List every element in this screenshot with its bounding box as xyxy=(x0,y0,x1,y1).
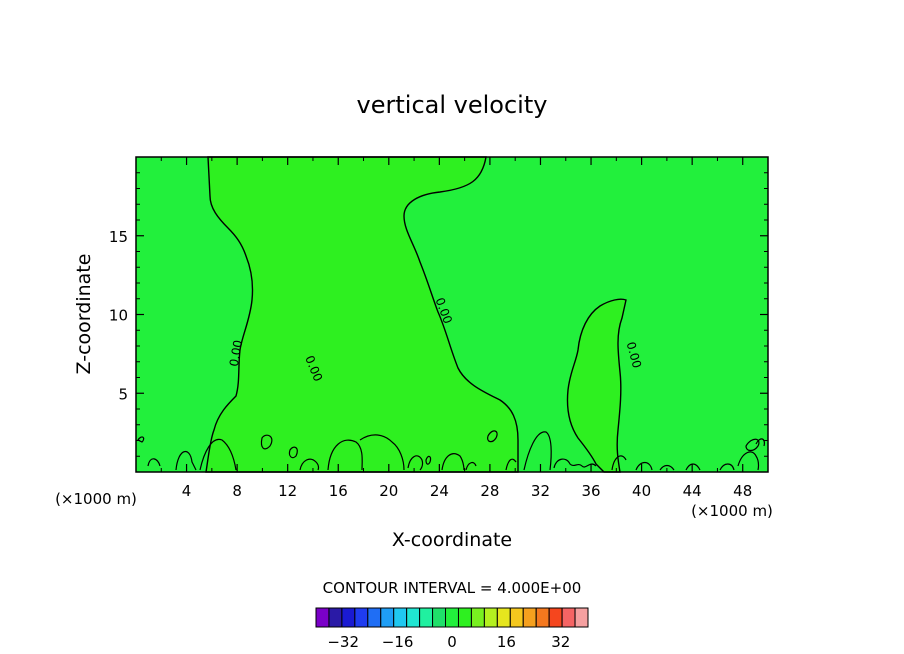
colorbar-swatch xyxy=(393,607,408,628)
colorbar-swatch xyxy=(315,607,330,628)
updraft-region-central xyxy=(205,156,519,473)
colorbar-swatch xyxy=(457,607,472,628)
colorbar-swatch xyxy=(341,607,356,628)
colorbar-swatch xyxy=(419,607,434,628)
y-tick-label: 15 xyxy=(109,228,128,246)
surface-contours xyxy=(137,430,765,471)
colorbar-swatch xyxy=(367,607,382,628)
colorbar-tick-label: −32 xyxy=(327,633,359,651)
plot-area: 0.00 0.00 0.00 0.00 xyxy=(135,156,769,473)
contour-label-right: 0.00 xyxy=(624,340,644,369)
y-axis: 5 10 15 xyxy=(109,172,768,457)
x-tick-label: 16 xyxy=(329,482,348,500)
colorbar-ticks: −32 −16 0 16 32 xyxy=(327,633,570,651)
updraft-region-right xyxy=(566,298,627,473)
colorbar-swatch xyxy=(561,607,576,628)
y-axis-label: Z-coordinate xyxy=(73,254,95,375)
x-tick-label: 20 xyxy=(379,482,398,500)
colorbar-swatch xyxy=(483,607,498,628)
colorbar-swatch xyxy=(522,607,537,628)
x-axis-unit-right: (×1000 m) xyxy=(691,502,773,520)
x-tick-label: 4 xyxy=(182,482,192,500)
x-axis: 4 8 12 16 20 24 28 32 36 40 44 48 xyxy=(160,157,752,500)
colorbar-swatch xyxy=(470,607,485,628)
colorbar-tick-label: 16 xyxy=(497,633,516,651)
positive-regions xyxy=(205,156,627,473)
x-tick-label: 32 xyxy=(531,482,550,500)
x-axis-unit-left: (×1000 m) xyxy=(55,490,137,508)
colorbar xyxy=(315,607,589,628)
x-tick-label: 24 xyxy=(430,482,449,500)
colorbar-swatch xyxy=(509,607,524,628)
x-tick-label: 44 xyxy=(683,482,702,500)
colorbar-swatch xyxy=(496,607,511,628)
y-tick-label: 10 xyxy=(109,307,128,325)
colorbar-swatch xyxy=(535,607,550,628)
colorbar-tick-label: 32 xyxy=(551,633,570,651)
chart-title: vertical velocity xyxy=(357,91,548,119)
x-tick-label: 40 xyxy=(632,482,651,500)
contour-label-left: 0.00 xyxy=(227,339,245,368)
x-tick-label: 36 xyxy=(581,482,600,500)
x-axis-label: X-coordinate xyxy=(392,529,512,551)
x-tick-label: 48 xyxy=(733,482,752,500)
x-tick-label: 12 xyxy=(278,482,297,500)
colorbar-swatch xyxy=(328,607,343,628)
x-tick-label: 8 xyxy=(232,482,242,500)
colorbar-swatch xyxy=(354,607,369,628)
contour-interval-text: CONTOUR INTERVAL = 4.000E+00 xyxy=(323,579,582,597)
x-tick-label: 28 xyxy=(480,482,499,500)
colorbar-swatch xyxy=(574,607,589,628)
colorbar-tick-label: −16 xyxy=(382,633,414,651)
colorbar-swatch xyxy=(548,607,563,628)
colorbar-tick-label: 0 xyxy=(447,633,457,651)
colorbar-swatch xyxy=(380,607,395,628)
y-tick-label: 5 xyxy=(118,385,128,403)
colorbar-swatch xyxy=(445,607,459,628)
colorbar-swatch xyxy=(432,607,447,628)
colorbar-swatch xyxy=(406,607,421,628)
